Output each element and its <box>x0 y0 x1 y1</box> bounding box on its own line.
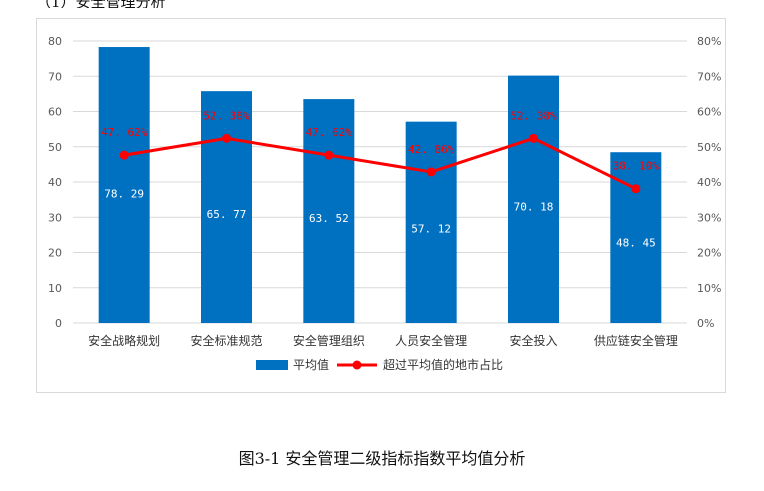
bar <box>201 91 252 323</box>
x-tick-label: 供应链安全管理 <box>594 333 678 348</box>
legend-line-marker <box>352 360 362 370</box>
bar-data-label: 63. 52 <box>309 212 349 225</box>
y-right-tick-label: 80% <box>697 35 721 48</box>
bar-data-label: 78. 29 <box>104 187 144 200</box>
x-tick-label: 安全战略规划 <box>88 333 160 348</box>
line-point <box>119 150 129 160</box>
line-data-label: 38. 10% <box>613 160 660 173</box>
y-left-tick-label: 20 <box>48 247 62 260</box>
y-left-tick-label: 60 <box>48 106 62 119</box>
y-left-tick-label: 80 <box>48 35 62 48</box>
line-data-label: 47. 62% <box>101 126 148 139</box>
combo-chart: 0 10 20 30 40 50 60 70 80 0% 10% 20% 30% 40% 50% 60% 70%… <box>48 35 721 372</box>
bar <box>98 47 150 324</box>
bar <box>405 121 457 323</box>
y-right-tick-label: 20% <box>697 247 721 260</box>
top-text-fragment: （1）安全管理分析 <box>36 0 196 8</box>
chart-frame: 0 10 20 30 40 50 60 70 80 0% 10% 20% 30% 40% 50% 60% 70%… <box>36 18 726 393</box>
bar-data-label: 70. 18 <box>514 201 554 214</box>
figure-caption: 图3-1 安全管理二级指标指数平均值分析 <box>238 449 526 468</box>
line-point <box>631 184 641 194</box>
legend-line-label: 超过平均值的地市占比 <box>383 357 503 372</box>
y-left-tick-label: 70 <box>48 70 62 83</box>
y-left-tick-label: 40 <box>48 176 62 189</box>
y-right-tick-label: 70% <box>697 70 721 83</box>
bar-data-label: 57. 12 <box>411 222 451 235</box>
top-text: （1）安全管理分析 <box>36 0 166 8</box>
legend-bar-swatch <box>256 360 288 370</box>
bar <box>303 99 355 323</box>
x-tick-label: 安全标准规范 <box>190 333 262 348</box>
line-data-label: 42. 86% <box>408 143 455 156</box>
bar-data-label: 65. 77 <box>207 208 247 221</box>
y-right-tick-label: 40% <box>697 176 721 189</box>
y-right-tick-label: 0% <box>697 317 714 330</box>
y-left-tick-label: 10 <box>48 282 62 295</box>
x-tick-label: 安全投入 <box>509 333 557 348</box>
y-right-tick-label: 30% <box>697 211 721 224</box>
x-tick-label: 安全管理组织 <box>293 333 365 348</box>
legend-bar-label: 平均值 <box>293 357 329 372</box>
x-tick-label: 人员安全管理 <box>395 333 467 348</box>
line-data-label: 52. 38% <box>510 109 557 122</box>
bar-data-label: 48. 45 <box>616 237 656 250</box>
line-point <box>529 133 538 143</box>
y-right-tick-label: 50% <box>697 141 721 154</box>
y-left-tick-label: 50 <box>48 141 62 154</box>
line-data-label: 52. 38% <box>203 109 250 122</box>
y-right-tick-label: 60% <box>697 106 721 119</box>
bar <box>508 75 559 323</box>
y-right-tick-label: 10% <box>697 282 721 295</box>
y-left-tick-label: 30 <box>48 211 62 224</box>
line-data-label: 47. 62% <box>306 126 353 139</box>
line-series-path <box>123 136 637 191</box>
line-point <box>324 150 334 160</box>
line-point <box>426 167 436 177</box>
y-left-tick-label: 0 <box>55 317 62 330</box>
line-point <box>222 133 231 143</box>
